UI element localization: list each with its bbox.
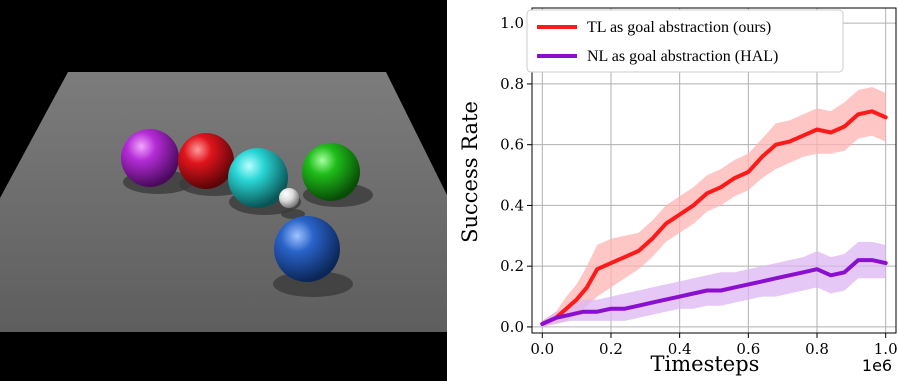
x-tick-label: 0.2 [599,340,623,358]
cyan-sphere [228,148,288,208]
x-tick-label: 0.4 [668,340,692,358]
x-tick-label: 1.0 [874,340,898,358]
green-sphere [302,143,360,201]
band-nl [542,241,886,327]
purple-sphere [121,129,179,187]
y-axis-label: Success Rate [458,101,482,243]
band-tl [542,87,886,327]
series-lines [540,109,888,326]
x-tick-label: 0.0 [530,340,554,358]
legend-box [526,9,844,73]
blue-sphere [274,216,340,282]
legend-label-tl: TL as goal abstraction (ours) [587,19,771,36]
red-sphere [178,133,234,189]
y-tick-label: 0.8 [500,75,524,93]
white-sphere [279,188,299,208]
legend: TL as goal abstraction (ours) NL as goal… [526,9,844,73]
plot-frame [531,7,897,334]
y-tick-label: 0.2 [500,257,524,275]
table-surface [0,72,447,332]
y-tick-label: 1.0 [500,14,524,32]
y-tick-label: 0.6 [500,136,524,154]
legend-label-nl: NL as goal abstraction (HAL) [587,48,778,65]
y-tick-label: 0.0 [500,318,524,336]
white-sphere-shadow [281,209,305,219]
x-axis-ticks: 0.0 0.2 0.4 0.6 0.8 1.0 [530,333,898,358]
x-axis-offset-label: 1e6 [862,356,892,375]
y-tick-label: 0.4 [500,196,524,214]
success-rate-chart: 0.0 0.2 0.4 0.6 0.8 1.0 0.0 0.2 0.4 0.6 0.8 1.0 Ti… [458,7,898,376]
x-tick-label: 0.8 [805,340,829,358]
confidence-bands [542,87,886,327]
simulation-render [0,0,447,381]
series-line-nl [540,258,888,326]
x-axis-label: Timesteps [651,352,760,376]
x-tick-label: 0.6 [736,340,760,358]
